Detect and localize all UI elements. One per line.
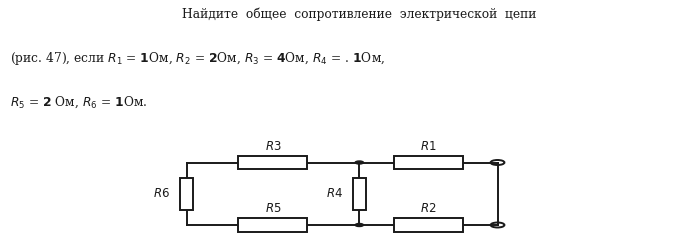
Circle shape bbox=[355, 224, 363, 226]
FancyBboxPatch shape bbox=[394, 218, 463, 232]
FancyBboxPatch shape bbox=[238, 218, 307, 232]
Text: $R2$: $R2$ bbox=[420, 202, 437, 215]
Text: $R4$: $R4$ bbox=[325, 187, 343, 200]
Circle shape bbox=[355, 161, 363, 164]
Text: $R3$: $R3$ bbox=[265, 140, 281, 152]
Text: Найдите  общее  сопротивление  электрической  цепи: Найдите общее сопротивление электрическо… bbox=[182, 8, 536, 21]
Text: $R1$: $R1$ bbox=[420, 140, 437, 152]
FancyBboxPatch shape bbox=[180, 178, 193, 210]
FancyBboxPatch shape bbox=[394, 156, 463, 170]
FancyBboxPatch shape bbox=[238, 156, 307, 170]
Text: $R6$: $R6$ bbox=[153, 187, 170, 200]
Text: $R_5$ = $\mathbf{2}$ Ом, $R_6$ = $\mathbf{1}$Ом.: $R_5$ = $\mathbf{2}$ Ом, $R_6$ = $\mathb… bbox=[10, 95, 148, 110]
Text: $R5$: $R5$ bbox=[265, 202, 281, 215]
Text: (рис. 47), если $R_1$ = $\mathbf{1}$Ом, $R_2$ = $\mathbf{2}$Ом, $R_3$ = $\mathbf: (рис. 47), если $R_1$ = $\mathbf{1}$Ом, … bbox=[10, 50, 386, 67]
FancyBboxPatch shape bbox=[353, 178, 366, 210]
